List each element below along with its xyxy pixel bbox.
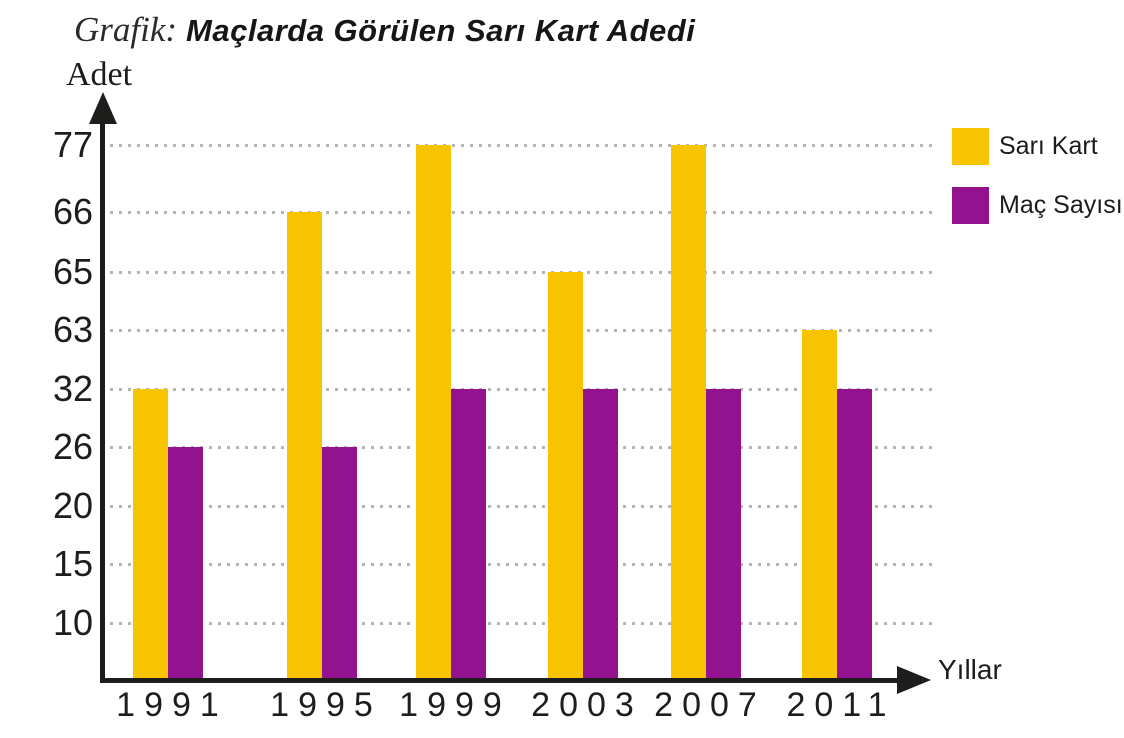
x-tick-label-1991: 1991	[116, 686, 228, 724]
y-tick-label-15: 15	[52, 543, 93, 584]
legend-label-sari-kart: Sarı Kart	[999, 132, 1098, 160]
y-tick-label-26: 26	[52, 426, 93, 467]
chart-title-prefix: Grafik:	[74, 10, 178, 49]
y-axis-title: Adet	[66, 56, 133, 93]
bar-ma-say-s--1995	[322, 447, 357, 679]
chart-title-text: Maçlarda Görülen Sarı Kart Adedi	[186, 13, 696, 48]
y-tick-label-10: 10	[52, 602, 93, 643]
legend-label-mac-sayisi: Maç Sayısı	[999, 191, 1123, 219]
gridline-66	[110, 211, 938, 214]
gridline-15	[110, 563, 938, 566]
gridline-20	[110, 505, 938, 508]
x-tick-label-1995: 1995	[270, 686, 382, 724]
bar-sar-kart-1995	[287, 212, 322, 679]
legend-swatch-sari-kart	[952, 128, 989, 165]
y-axis-line	[100, 110, 105, 683]
gridline-32	[110, 388, 938, 391]
y-tick-label-66: 66	[52, 191, 93, 232]
bar-ma-say-s--1999	[451, 389, 486, 679]
y-axis-arrow-icon	[89, 92, 117, 124]
bar-ma-say-s--2007	[706, 389, 741, 679]
bar-ma-say-s--2003	[583, 389, 618, 679]
legend-swatch-mac-sayisi	[952, 187, 989, 224]
bar-ma-say-s--1991	[168, 447, 203, 679]
x-tick-label-2011: 2011	[786, 686, 896, 724]
x-tick-label-1999: 1999	[399, 686, 511, 724]
gridline-65	[110, 271, 938, 274]
chart-title: Grafik: Maçlarda Görülen Sarı Kart Adedi	[74, 10, 695, 50]
x-axis-arrow-icon	[897, 666, 931, 694]
y-tick-label-32: 32	[52, 368, 93, 409]
x-tick-label-2007: 2007	[654, 686, 766, 724]
x-tick-label-2003: 2003	[531, 686, 643, 724]
bar-ma-say-s--2011	[837, 389, 872, 679]
x-axis-title: Yıllar	[938, 654, 1002, 685]
y-tick-label-20: 20	[52, 485, 93, 526]
bar-sar-kart-2011	[802, 330, 837, 679]
gridline-63	[110, 329, 938, 332]
gridline-26	[110, 446, 938, 449]
bar-sar-kart-2003	[548, 272, 583, 679]
y-tick-label-63: 63	[52, 309, 93, 350]
bar-sar-kart-1999	[416, 145, 451, 679]
legend-item-mac-sayisi: Maç Sayısı	[952, 187, 1123, 224]
legend-item-sari-kart: Sarı Kart	[952, 128, 1123, 165]
bar-sar-kart-1991	[133, 389, 168, 679]
y-tick-label-65: 65	[52, 251, 93, 292]
y-tick-label-77: 77	[52, 124, 93, 165]
gridline-10	[110, 622, 938, 625]
legend: Sarı Kart Maç Sayısı	[952, 128, 1123, 246]
bar-sar-kart-2007	[671, 145, 706, 679]
x-axis-line	[100, 678, 900, 683]
gridline-77	[110, 144, 938, 147]
